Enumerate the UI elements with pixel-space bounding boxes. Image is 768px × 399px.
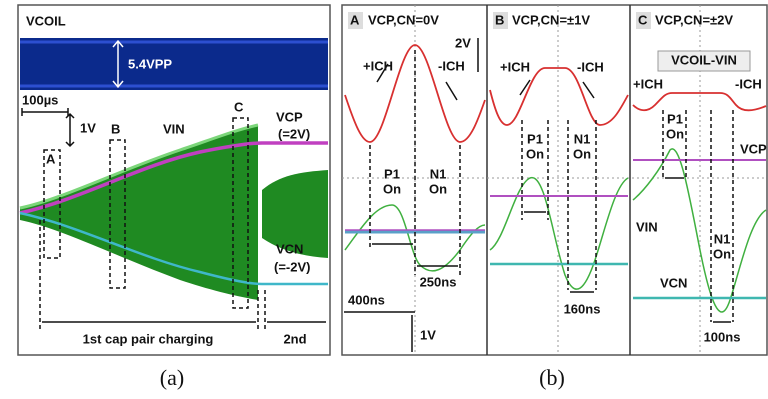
label: 1V xyxy=(420,327,436,342)
label: P1 xyxy=(384,166,400,181)
sub-letter: A xyxy=(350,12,360,27)
label: 100µs xyxy=(22,92,58,107)
label: -ICH xyxy=(577,59,604,74)
figure: VCOIL 5.4VPP 100µs 1V A B C VIN VCP (=2V… xyxy=(0,0,768,399)
label: 5.4VPP xyxy=(128,56,172,71)
label: P1 xyxy=(667,111,683,126)
label: 400ns xyxy=(348,292,385,307)
label: On xyxy=(573,146,591,161)
label: N1 xyxy=(574,131,591,146)
label: VCOIL xyxy=(26,13,66,28)
label: N1 xyxy=(430,166,447,181)
label: On xyxy=(666,126,684,141)
coil-band xyxy=(20,38,328,90)
page: {"panel_a": {"signal_top": "VCOIL", "amp… xyxy=(0,0,768,399)
label: VCP xyxy=(276,109,303,124)
condition: VCP,CN=0V xyxy=(368,12,439,27)
label: 2nd xyxy=(283,331,306,346)
label: 100ns xyxy=(704,329,741,344)
panel-a: VCOIL 5.4VPP 100µs 1V A B C VIN VCP (=2V… xyxy=(18,5,330,390)
marker-label: B xyxy=(111,121,120,136)
sub-letter: B xyxy=(495,12,504,27)
label: VCOIL-VIN xyxy=(671,52,737,67)
label: (=-2V) xyxy=(274,259,310,274)
label: -ICH xyxy=(438,58,465,73)
label: VCN xyxy=(660,275,687,290)
marker-label: C xyxy=(234,99,244,114)
label: VCP xyxy=(740,141,767,156)
marker-label: A xyxy=(46,151,56,166)
label: On xyxy=(713,246,731,261)
sub-letter: C xyxy=(638,12,648,27)
label: 2V xyxy=(455,35,471,50)
label: -ICH xyxy=(735,76,762,91)
label: On xyxy=(383,181,401,196)
label: +ICH xyxy=(633,76,663,91)
condition: VCP,CN=±2V xyxy=(655,12,733,27)
label: N1 xyxy=(714,231,731,246)
label: 160ns xyxy=(564,301,601,316)
label: 250ns xyxy=(420,274,457,289)
label: +ICH xyxy=(363,58,393,73)
label: On xyxy=(429,181,447,196)
label: VIN xyxy=(163,121,185,136)
label: On xyxy=(526,146,544,161)
label: VIN xyxy=(636,219,658,234)
caption: (a) xyxy=(160,365,184,390)
label: 1st cap pair charging xyxy=(83,331,214,346)
label: VCN xyxy=(276,241,303,256)
label: P1 xyxy=(527,131,543,146)
label: +ICH xyxy=(500,59,530,74)
caption: (b) xyxy=(539,365,565,390)
panel-b: A VCP,CN=0V 2V +ICH -ICH P1 On N1 On 250… xyxy=(342,5,767,390)
label: (=2V) xyxy=(278,126,310,141)
label: 1V xyxy=(80,120,96,135)
condition: VCP,CN=±1V xyxy=(512,12,590,27)
